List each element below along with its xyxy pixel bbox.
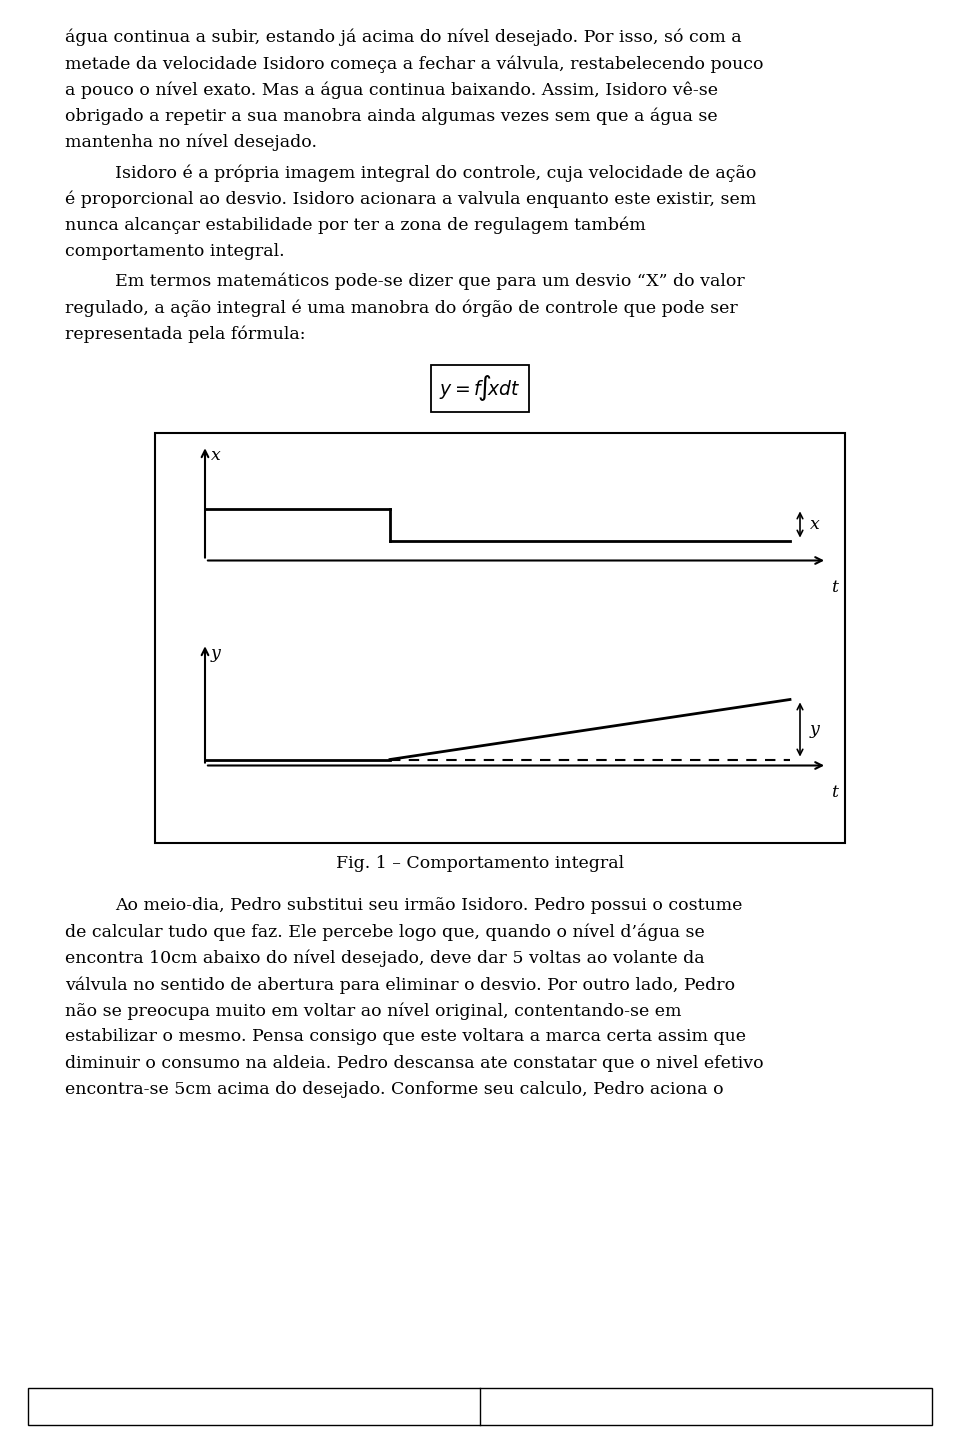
Text: comportamento integral.: comportamento integral.	[65, 243, 284, 260]
Bar	[28, 1389, 932, 1426]
Text: é proporcional ao desvio. Isidoro acionara a valvula enquanto este existir, sem: é proporcional ao desvio. Isidoro aciona…	[65, 190, 756, 207]
Text: diminuir o consumo na aldeia. Pedro descansa ate constatar que o nivel efetivo: diminuir o consumo na aldeia. Pedro desc…	[65, 1054, 763, 1071]
Text: metade da velocidade Isidoro começa a fechar a válvula, restabelecendo pouco: metade da velocidade Isidoro começa a fe…	[65, 56, 763, 73]
Text: estabilizar o mesmo. Pensa consigo que este voltara a marca certa assim que: estabilizar o mesmo. Pensa consigo que e…	[65, 1028, 746, 1045]
Text: y: y	[211, 645, 221, 662]
Text: válvula no sentido de abertura para eliminar o desvio. Por outro lado, Pedro: válvula no sentido de abertura para elim…	[65, 977, 735, 994]
Text: de calcular tudo que faz. Ele percebe logo que, quando o nível d’água se: de calcular tudo que faz. Ele percebe lo…	[65, 924, 705, 941]
Text: t: t	[831, 579, 838, 595]
Text: a pouco o nível exato. Mas a água continua baixando. Assim, Isidoro vê-se: a pouco o nível exato. Mas a água contin…	[65, 82, 718, 99]
Text: regulado, a ação integral é uma manobra do órgão de controle que pode ser: regulado, a ação integral é uma manobra …	[65, 299, 737, 316]
Text: obrigado a repetir a sua manobra ainda algumas vezes sem que a água se: obrigado a repetir a sua manobra ainda a…	[65, 107, 718, 124]
Text: x: x	[810, 516, 820, 533]
Bar	[155, 433, 845, 844]
Text: encontra-se 5cm acima do desejado. Conforme seu calculo, Pedro aciona o: encontra-se 5cm acima do desejado. Confo…	[65, 1081, 724, 1098]
Text: Em termos matemáticos pode-se dizer que para um desvio “X” do valor: Em termos matemáticos pode-se dizer que …	[115, 273, 745, 290]
Text: x: x	[211, 448, 221, 465]
Text: Ao meio-dia, Pedro substitui seu irmão Isidoro. Pedro possui o costume: Ao meio-dia, Pedro substitui seu irmão I…	[115, 898, 742, 914]
Text: representada pela fórmula:: representada pela fórmula:	[65, 325, 305, 343]
Text: nunca alcançar estabilidade por ter a zona de regulagem também: nunca alcançar estabilidade por ter a zo…	[65, 216, 646, 235]
Text: encontra 10cm abaixo do nível desejado, deve dar 5 voltas ao volante da: encontra 10cm abaixo do nível desejado, …	[65, 950, 705, 967]
Text: Isidoro é a própria imagem integral do controle, cuja velocidade de ação: Isidoro é a própria imagem integral do c…	[115, 164, 756, 182]
Text: mantenha no nível desejado.: mantenha no nível desejado.	[65, 134, 317, 152]
Text: Fig. 1 – Comportamento integral: Fig. 1 – Comportamento integral	[336, 855, 624, 872]
Text: t: t	[831, 784, 838, 801]
Text: não se preocupa muito em voltar ao nível original, contentando-se em: não se preocupa muito em voltar ao nível…	[65, 1002, 682, 1020]
Text: y: y	[810, 721, 820, 738]
Text: $y = f\!\int\!xdt$: $y = f\!\int\!xdt$	[439, 373, 521, 403]
Text: água continua a subir, estando já acima do nível desejado. Por isso, só com a: água continua a subir, estando já acima …	[65, 29, 742, 47]
